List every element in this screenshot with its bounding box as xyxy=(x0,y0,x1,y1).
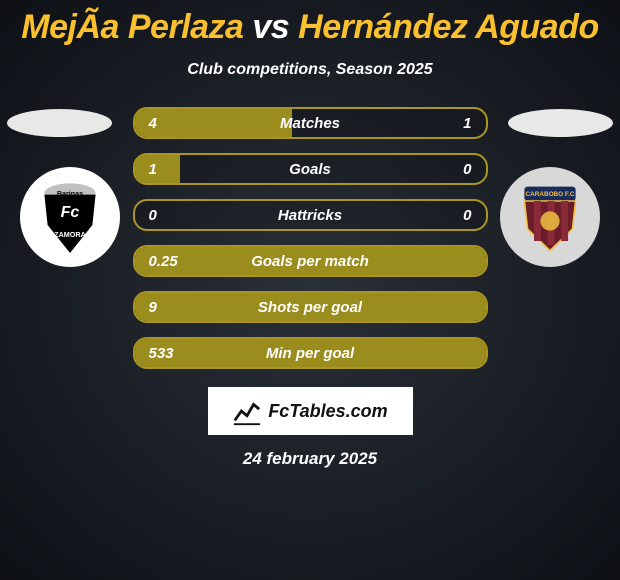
stat-label: Hattricks xyxy=(135,201,486,229)
subtitle: Club competitions, Season 2025 xyxy=(0,61,620,79)
stat-rows: 41Matches 10Goals 00Hattricks 0.25Goals per… xyxy=(133,107,488,369)
svg-text:CARABOBO F.C: CARABOBO F.C xyxy=(526,191,575,198)
stat-row: 0.25Goals per match xyxy=(133,245,488,277)
zamora-fc-icon: Barinas Fc ZAMORA xyxy=(30,177,110,257)
stat-label: Shots per goal xyxy=(135,293,486,321)
comparison-main: Barinas Fc ZAMORA CARABOBO F.C 41Matches… xyxy=(0,107,620,369)
player2-name: Hernández Aguado xyxy=(298,8,599,46)
player2-oval xyxy=(508,109,613,137)
svg-text:ZAMORA: ZAMORA xyxy=(54,230,86,239)
brand-badge: FcTables.com xyxy=(208,387,413,435)
stat-row: 9Shots per goal xyxy=(133,291,488,323)
stat-row: 41Matches xyxy=(133,107,488,139)
stat-label: Matches xyxy=(135,109,486,137)
stat-row: 00Hattricks xyxy=(133,199,488,231)
stat-label: Goals xyxy=(135,155,486,183)
svg-text:Fc: Fc xyxy=(61,204,80,221)
stat-label: Min per goal xyxy=(135,339,486,367)
player1-club-logo: Barinas Fc ZAMORA xyxy=(20,167,120,267)
carabobo-fc-icon: CARABOBO F.C xyxy=(510,177,590,257)
player1-oval xyxy=(7,109,112,137)
date-text: 24 february 2025 xyxy=(0,449,620,469)
fctables-icon xyxy=(232,396,262,426)
player2-club-logo: CARABOBO F.C xyxy=(500,167,600,267)
stat-row: 10Goals xyxy=(133,153,488,185)
vs-text: vs xyxy=(252,8,289,46)
brand-text: FcTables.com xyxy=(268,401,387,422)
player1-name: MejÃ­a Perlaza xyxy=(21,8,243,46)
stat-row: 533Min per goal xyxy=(133,337,488,369)
stat-label: Goals per match xyxy=(135,247,486,275)
comparison-title: MejÃ­a Perlaza vs Hernández Aguado xyxy=(0,0,620,47)
